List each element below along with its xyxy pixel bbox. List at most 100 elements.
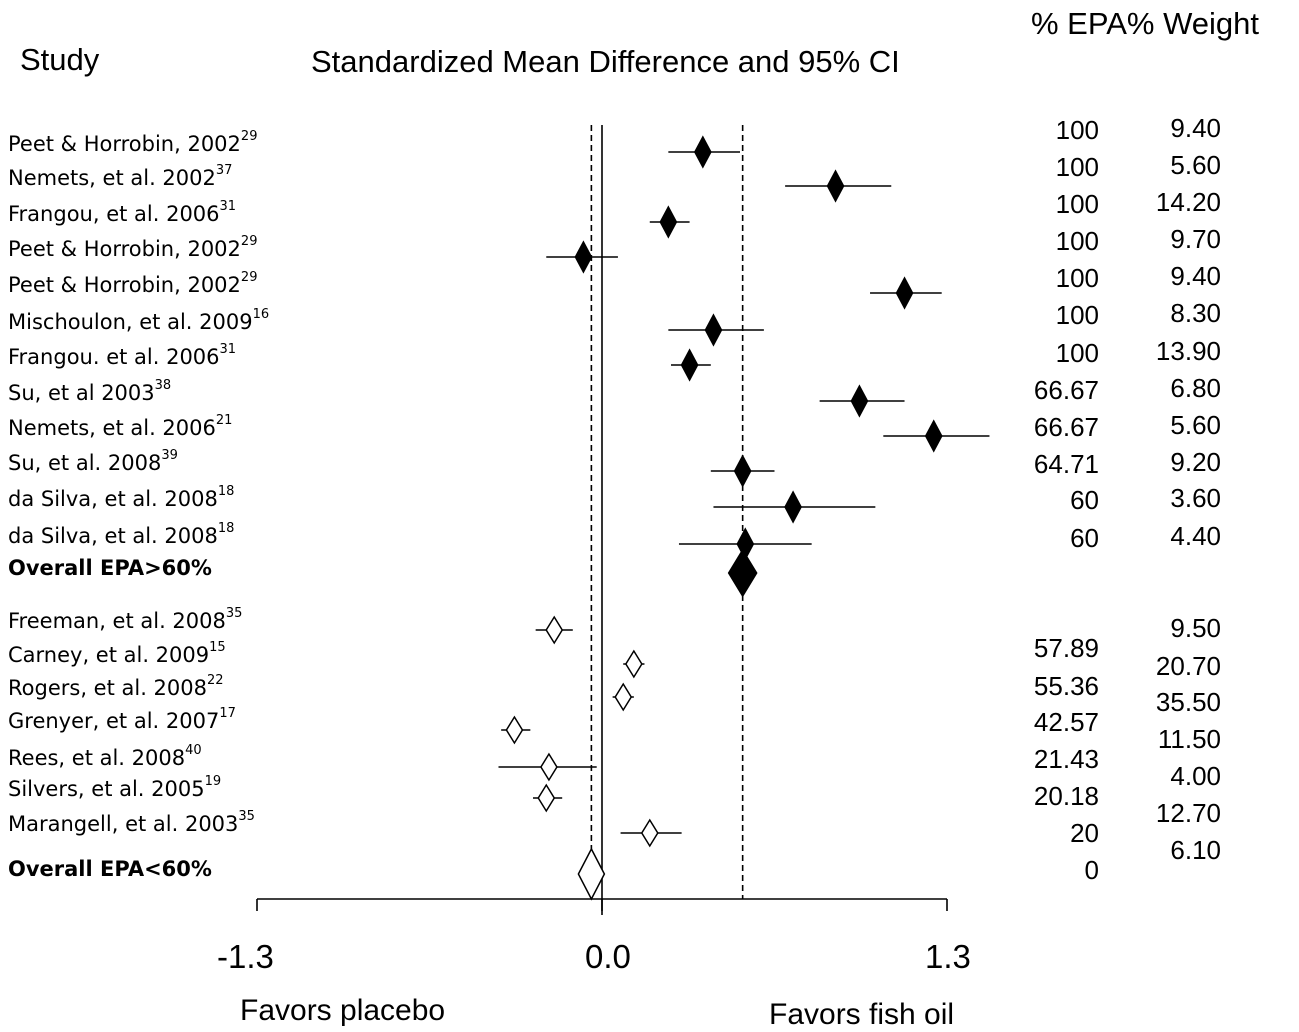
study-name: Peet & Horrobin, 2002 [8,273,241,297]
study-name: Su, et al. 2008 [8,451,162,475]
study-reference: 39 [161,448,178,463]
epa-value: 60 [1070,523,1099,553]
overall-label: Overall EPA<60% [8,857,212,881]
epa-header-text: % EPA [1031,6,1127,41]
study-name: Grenyer, et al. 2007 [8,709,220,733]
x-tick-label: -1.3 [217,938,274,975]
study-name: Frangou. et al. 2006 [8,345,220,369]
favors-placebo-label: Favors placebo [240,994,446,1027]
study-label: Frangou, et al. 200631 [8,199,236,226]
study-name: Frangou, et al. 2006 [8,202,220,226]
study-name: Freeman, et al. 2008 [8,609,226,633]
weight-value: 12.70 [1155,798,1221,828]
weight-value: 9.40 [1170,261,1221,291]
point-estimate-marker [693,135,712,169]
point-estimate-marker [680,348,699,382]
point-estimate-marker [733,454,752,488]
study-label: Marangell, et al. 200335 [8,809,255,836]
study-name: Rees, et al. 2008 [8,746,186,770]
study-name: Nemets, et al. 2006 [8,416,216,440]
weight-value: 14.20 [1155,187,1221,217]
point-estimate-marker [537,783,556,813]
epa-value: 21.43 [1033,744,1099,774]
study-column-header: Study [20,42,100,77]
study-name: Su, et al 2003 [8,381,155,405]
x-tick-label: 0.0 [585,938,631,975]
study-name: Peet & Horrobin, 2002 [8,237,241,261]
weight-value: 3.60 [1170,483,1221,513]
study-reference: 21 [215,413,233,428]
study-label: Rees, et al. 200840 [8,743,202,770]
study-reference: 17 [219,706,236,721]
study-label: Nemets, et al. 200237 [8,163,233,190]
study-label: Peet & Horrobin, 200229 [8,270,258,297]
epa-value: 100 [1055,263,1099,293]
epa-value: 100 [1055,115,1099,145]
weight-value: 9.70 [1170,224,1221,254]
study-label: Rogers, et al. 200822 [8,673,224,700]
epa-value: 66.67 [1033,375,1099,405]
study-reference: 19 [204,774,222,789]
weight-value: 9.40 [1170,113,1221,143]
study-name: Marangell, et al. 2003 [8,812,239,836]
study-label: Su, et al. 200839 [8,448,178,475]
study-label: Freeman, et al. 200835 [8,606,242,633]
study-reference: 22 [207,673,224,688]
point-estimate-marker [924,419,943,453]
study-reference: 18 [217,484,235,499]
study-reference: 37 [215,163,233,178]
epa-value: 57.89 [1033,633,1099,663]
study-name: Rogers, et al. 2008 [8,676,207,700]
weight-value: 6.10 [1170,835,1221,865]
weight-value: 9.50 [1170,613,1221,643]
study-reference: 29 [240,129,258,144]
study-reference: 29 [240,234,258,249]
study-label: Nemets, et al. 200621 [8,413,233,440]
study-label: Mischoulon, et al. 200916 [8,307,270,334]
epa-value: 0 [1084,855,1099,885]
study-reference: 35 [238,809,255,824]
study-name: Nemets, et al. 2002 [8,166,216,190]
study-label: da Silva, et al. 200818 [8,521,234,548]
study-reference: 29 [240,270,258,285]
point-estimate-marker [574,240,593,274]
weight-value: 4.40 [1170,521,1221,551]
study-reference: 16 [252,307,270,322]
chart-title: Standardized Mean Difference and 95% CI [311,44,900,79]
weight-value: 35.50 [1155,687,1221,717]
weight-value: 11.50 [1157,724,1221,754]
study-name: Peet & Horrobin, 2002 [8,132,241,156]
x-tick-label: 1.3 [925,938,971,975]
epa-value: 20 [1070,818,1099,848]
epa-value: 100 [1055,152,1099,182]
study-label: Frangou. et al. 200631 [8,342,236,369]
point-estimate-marker [784,490,802,524]
point-estimate-marker [826,169,845,203]
epa-value: 60 [1070,485,1099,515]
overall-summary-diamond [727,548,758,598]
epa-value: 100 [1055,338,1099,368]
weight-value: 13.90 [1155,336,1221,366]
study-label: Silvers, et al. 200519 [8,774,222,801]
weight-header-text: % Weight [1126,6,1260,41]
weight-value: 5.60 [1170,150,1221,180]
study-label: da Silva, et al. 200818 [8,484,235,511]
weight-value: 5.60 [1170,410,1221,440]
point-estimate-marker [540,752,558,782]
point-estimate-marker [895,276,914,310]
study-name: da Silva, et al. 2008 [8,487,218,511]
overall-label: Overall EPA>60% [8,556,212,580]
weight-value: 8.30 [1170,298,1221,328]
point-estimate-marker [659,205,678,239]
epa-value: 64.71 [1033,449,1099,479]
epa-value: 100 [1055,189,1099,219]
point-estimate-marker [640,818,659,848]
study-reference: 40 [185,743,202,758]
overall-summary-diamond [577,847,606,901]
epa-value: 100 [1055,226,1099,256]
study-label: Grenyer, et al. 200717 [8,706,236,733]
point-estimate-marker [624,649,643,679]
study-name: Silvers, et al. 2005 [8,777,205,801]
study-name: da Silva, et al. 2008 [8,524,218,548]
